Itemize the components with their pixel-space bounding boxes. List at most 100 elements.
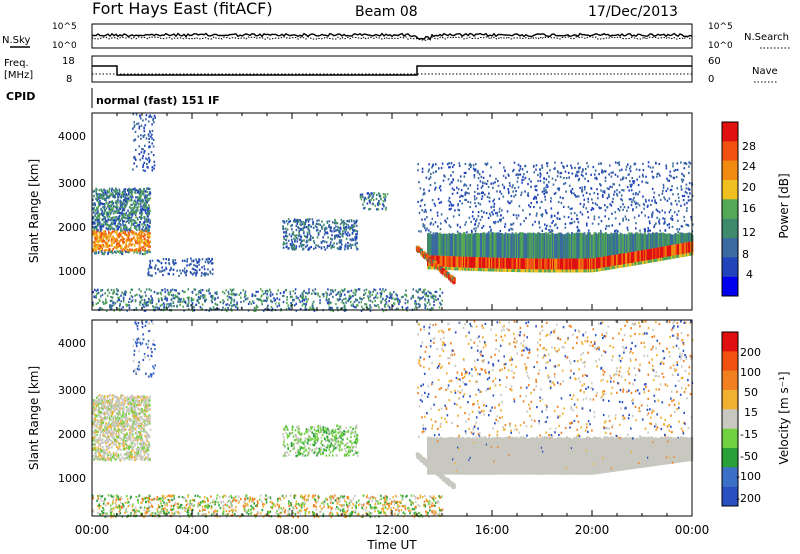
power-cell [316, 219, 318, 222]
power-cell [610, 266, 613, 270]
power-cell [172, 268, 175, 271]
power-cell [149, 251, 151, 254]
power-cell [593, 191, 596, 195]
power-cell [546, 191, 548, 194]
power-cell [131, 230, 133, 233]
power-cell [518, 233, 521, 259]
power-cell [564, 226, 567, 229]
power-cell [175, 289, 177, 292]
velocity-cell [108, 415, 111, 418]
power-cell [571, 166, 573, 170]
power-cell [592, 234, 595, 259]
power-cell [576, 269, 579, 273]
power-cell [146, 220, 148, 223]
power-cell [122, 237, 124, 240]
power-cell [137, 233, 140, 236]
power-cell [191, 273, 194, 276]
power-cell [109, 232, 111, 235]
power-cell [535, 233, 537, 259]
power-cell [545, 269, 548, 273]
power-cell [504, 225, 506, 228]
power-cell [536, 212, 538, 215]
power-cell [114, 239, 117, 242]
power-colorbar-swatch-frame [721, 121, 739, 297]
power-cell [200, 291, 202, 294]
power-cell [138, 145, 141, 148]
power-cell [107, 214, 109, 217]
power-cell [122, 298, 125, 301]
power-cell [426, 301, 429, 304]
power-cell [483, 257, 486, 269]
power-cell [686, 253, 689, 257]
power-cell [650, 259, 653, 263]
power-cell [139, 220, 141, 224]
power-cell [135, 148, 137, 151]
power-cell [671, 225, 674, 228]
power-cell [135, 212, 137, 215]
power-cell [555, 233, 558, 259]
power-cell [597, 193, 599, 196]
power-cell [470, 220, 472, 223]
power-cell [446, 267, 449, 270]
power-cell [638, 214, 640, 217]
power-cell [672, 244, 675, 256]
power-cell [120, 212, 122, 215]
power-cell [143, 249, 146, 252]
power-cell [141, 147, 143, 151]
power-cell [322, 293, 325, 296]
power-cell [335, 303, 337, 306]
velocity-cell [125, 406, 128, 409]
power-cell [680, 204, 682, 207]
power-cell [519, 269, 522, 273]
power-cell [472, 234, 474, 257]
power-cell [389, 291, 391, 294]
power-cell [541, 258, 544, 270]
power-cell [293, 244, 296, 247]
power-cell [567, 205, 570, 209]
power-cell [548, 175, 550, 178]
power-cell [125, 199, 127, 202]
power-cell [136, 206, 138, 209]
power-cell [164, 262, 167, 265]
power-cell [543, 177, 545, 180]
power-cell [635, 262, 638, 266]
power-cell [630, 198, 632, 201]
power-cell [277, 289, 279, 292]
power-cell [499, 268, 501, 272]
power-cell [136, 165, 138, 168]
power-cell [143, 235, 145, 238]
power-cell [596, 188, 598, 191]
power-cell [328, 307, 331, 310]
power-cell [103, 207, 105, 210]
power-cell [300, 223, 303, 227]
power-cell [147, 133, 150, 136]
power-cell [367, 296, 370, 300]
power-cell [187, 299, 190, 302]
power-cell [491, 211, 493, 214]
power-cell [640, 234, 643, 251]
power-cell [118, 249, 121, 252]
power-cell [143, 127, 145, 130]
power-cell [651, 214, 654, 217]
power-cell [132, 202, 135, 205]
power-cell [498, 210, 501, 213]
power-cell [604, 176, 607, 179]
power-cell [99, 195, 102, 198]
power-cell [438, 255, 441, 267]
power-cell [483, 268, 486, 272]
power-cell [651, 187, 654, 190]
power-cell [313, 309, 316, 312]
power-cell [148, 204, 150, 207]
power-cell [613, 254, 616, 266]
power-cell [635, 192, 637, 195]
power-cell [353, 306, 356, 309]
power-cell [444, 175, 446, 178]
power-cell [557, 258, 560, 270]
power-cell [103, 249, 106, 252]
power-cell [139, 244, 141, 247]
power-cell [630, 203, 633, 207]
power-cell [647, 227, 649, 230]
power-cell [299, 219, 301, 222]
power-cell [533, 269, 536, 273]
power-cell [571, 232, 573, 259]
